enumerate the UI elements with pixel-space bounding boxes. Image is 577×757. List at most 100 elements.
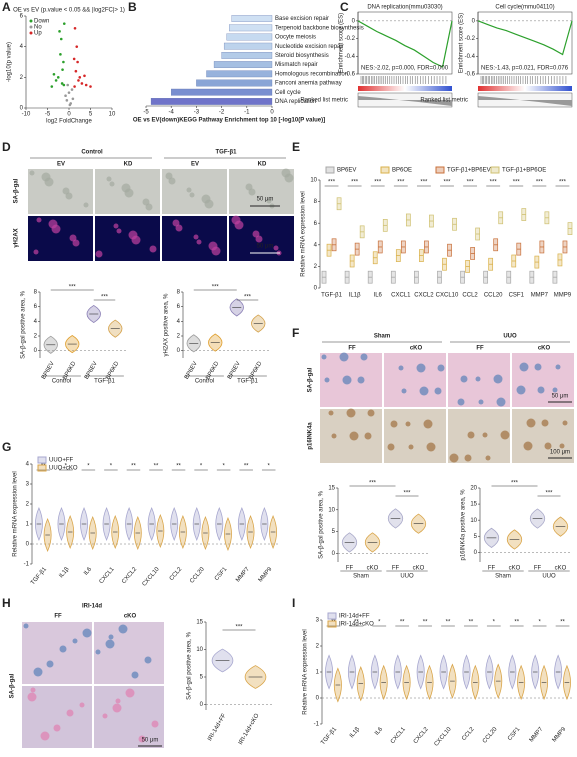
significance-label: ***	[101, 295, 109, 301]
point	[73, 85, 76, 88]
legend-swatch	[435, 166, 445, 174]
micrograph-feature	[485, 455, 491, 461]
significance-label: **	[154, 464, 159, 470]
category-label: DNA replication	[275, 99, 316, 105]
point	[59, 37, 63, 41]
x-tick-label: CXCL10	[436, 293, 459, 299]
point	[65, 99, 69, 102]
significance-label: **	[560, 620, 565, 626]
x-tick-label: -10	[22, 112, 31, 118]
significance-label: **	[469, 620, 474, 626]
significance-label: *	[222, 464, 225, 470]
micrograph-feature	[196, 239, 202, 245]
column-header: EV	[191, 162, 199, 168]
y-tick-label: 0	[352, 18, 356, 24]
micrograph-feature	[193, 234, 199, 240]
y-tick-label: 5	[200, 675, 204, 681]
significance-label: ***	[513, 180, 521, 186]
point	[76, 60, 79, 64]
y-tick-label: 6	[177, 304, 181, 310]
row-label: SA-β-gal	[14, 178, 20, 203]
point	[58, 30, 61, 33]
scale-bar-label: 50 μm	[257, 244, 274, 250]
y-tick-label: -1	[314, 722, 320, 728]
significance-label: *	[200, 464, 203, 470]
y-tick-label: 20	[470, 486, 477, 492]
legend-label: No	[34, 25, 42, 31]
group-label: Sham	[353, 574, 369, 580]
significance-label: ***	[244, 295, 252, 301]
y-tick-label: 6	[314, 221, 318, 227]
column-header: FF	[476, 346, 484, 352]
legend-swatch	[29, 19, 33, 23]
y-tick-label: -0.2	[465, 36, 476, 42]
column-header: cKO	[538, 346, 551, 352]
x-tick-label: CSF1	[507, 726, 522, 742]
micrograph-feature	[108, 634, 114, 640]
group-label: UUO	[542, 574, 556, 580]
x-tick-label: CXCL2	[413, 726, 430, 745]
x-tick-label: IRI-14d+FF	[207, 713, 228, 743]
micrograph-feature	[112, 703, 122, 713]
panel-label: E	[292, 140, 300, 154]
legend-swatch	[327, 612, 337, 620]
point	[70, 88, 74, 91]
micrograph	[22, 622, 92, 684]
legend-label: TGF-β1+BP6EV	[447, 168, 491, 174]
x-tick-label: IRI-14d+cKO	[238, 713, 261, 746]
micrograph-feature	[266, 198, 272, 204]
micrograph-feature	[339, 352, 349, 362]
micrograph-feature	[118, 624, 128, 634]
micrograph-feature	[245, 183, 253, 191]
micrograph-feature	[36, 217, 42, 223]
significance-label: *	[378, 620, 381, 626]
micrograph-feature	[526, 418, 536, 428]
micrograph-feature	[357, 376, 365, 384]
category-label: Homologous recombination	[275, 71, 348, 77]
plot-frame	[477, 11, 573, 75]
micrograph-feature	[493, 374, 503, 384]
legend-swatch	[37, 464, 47, 472]
significance-label: *	[268, 464, 271, 470]
x-tick-label: MMP7	[531, 293, 549, 299]
point	[62, 60, 65, 64]
x-tick-label: CCL2	[461, 726, 476, 742]
y-tick-label: 10	[310, 178, 317, 184]
micrograph-feature	[48, 219, 58, 229]
significance-label: ***	[397, 180, 405, 186]
group-header: UUO	[503, 334, 517, 340]
panel-label: I	[292, 596, 295, 610]
micrograph-feature	[201, 194, 211, 204]
y-tick-label: 2	[314, 264, 318, 270]
micrograph-feature	[423, 419, 433, 429]
row-label: p16INK4a	[308, 422, 314, 450]
es-curve	[477, 20, 573, 56]
micrograph-feature	[478, 399, 484, 405]
group-label: TGF-β1	[237, 379, 258, 385]
significance-label: *	[65, 464, 68, 470]
column-header: FF	[54, 614, 62, 620]
significance-label: **	[354, 620, 359, 626]
y-tick-label: 2	[20, 75, 24, 81]
panel-label: H	[2, 596, 11, 610]
point	[78, 76, 82, 79]
y-tick-label: 4	[177, 319, 181, 325]
legend-label: BP6EV	[337, 168, 356, 174]
micrograph-feature	[165, 172, 173, 180]
column-header: EV	[57, 162, 65, 168]
micrograph-feature	[46, 660, 54, 668]
micrograph	[94, 622, 164, 684]
column-header: KD	[258, 162, 267, 168]
bar	[231, 15, 273, 22]
x-tick-label: CCL20	[189, 566, 206, 585]
bar	[206, 70, 273, 78]
point	[64, 94, 67, 98]
micrograph-feature	[113, 223, 119, 229]
x-tick-label: TGF-β1	[320, 726, 338, 746]
x-tick-label: TGF-β1	[321, 293, 342, 299]
micrograph-feature	[116, 228, 122, 234]
x-tick-label: IL6	[83, 566, 93, 577]
micrograph-feature	[95, 649, 101, 655]
micrograph-feature	[523, 441, 533, 451]
micrograph-feature	[464, 454, 472, 462]
